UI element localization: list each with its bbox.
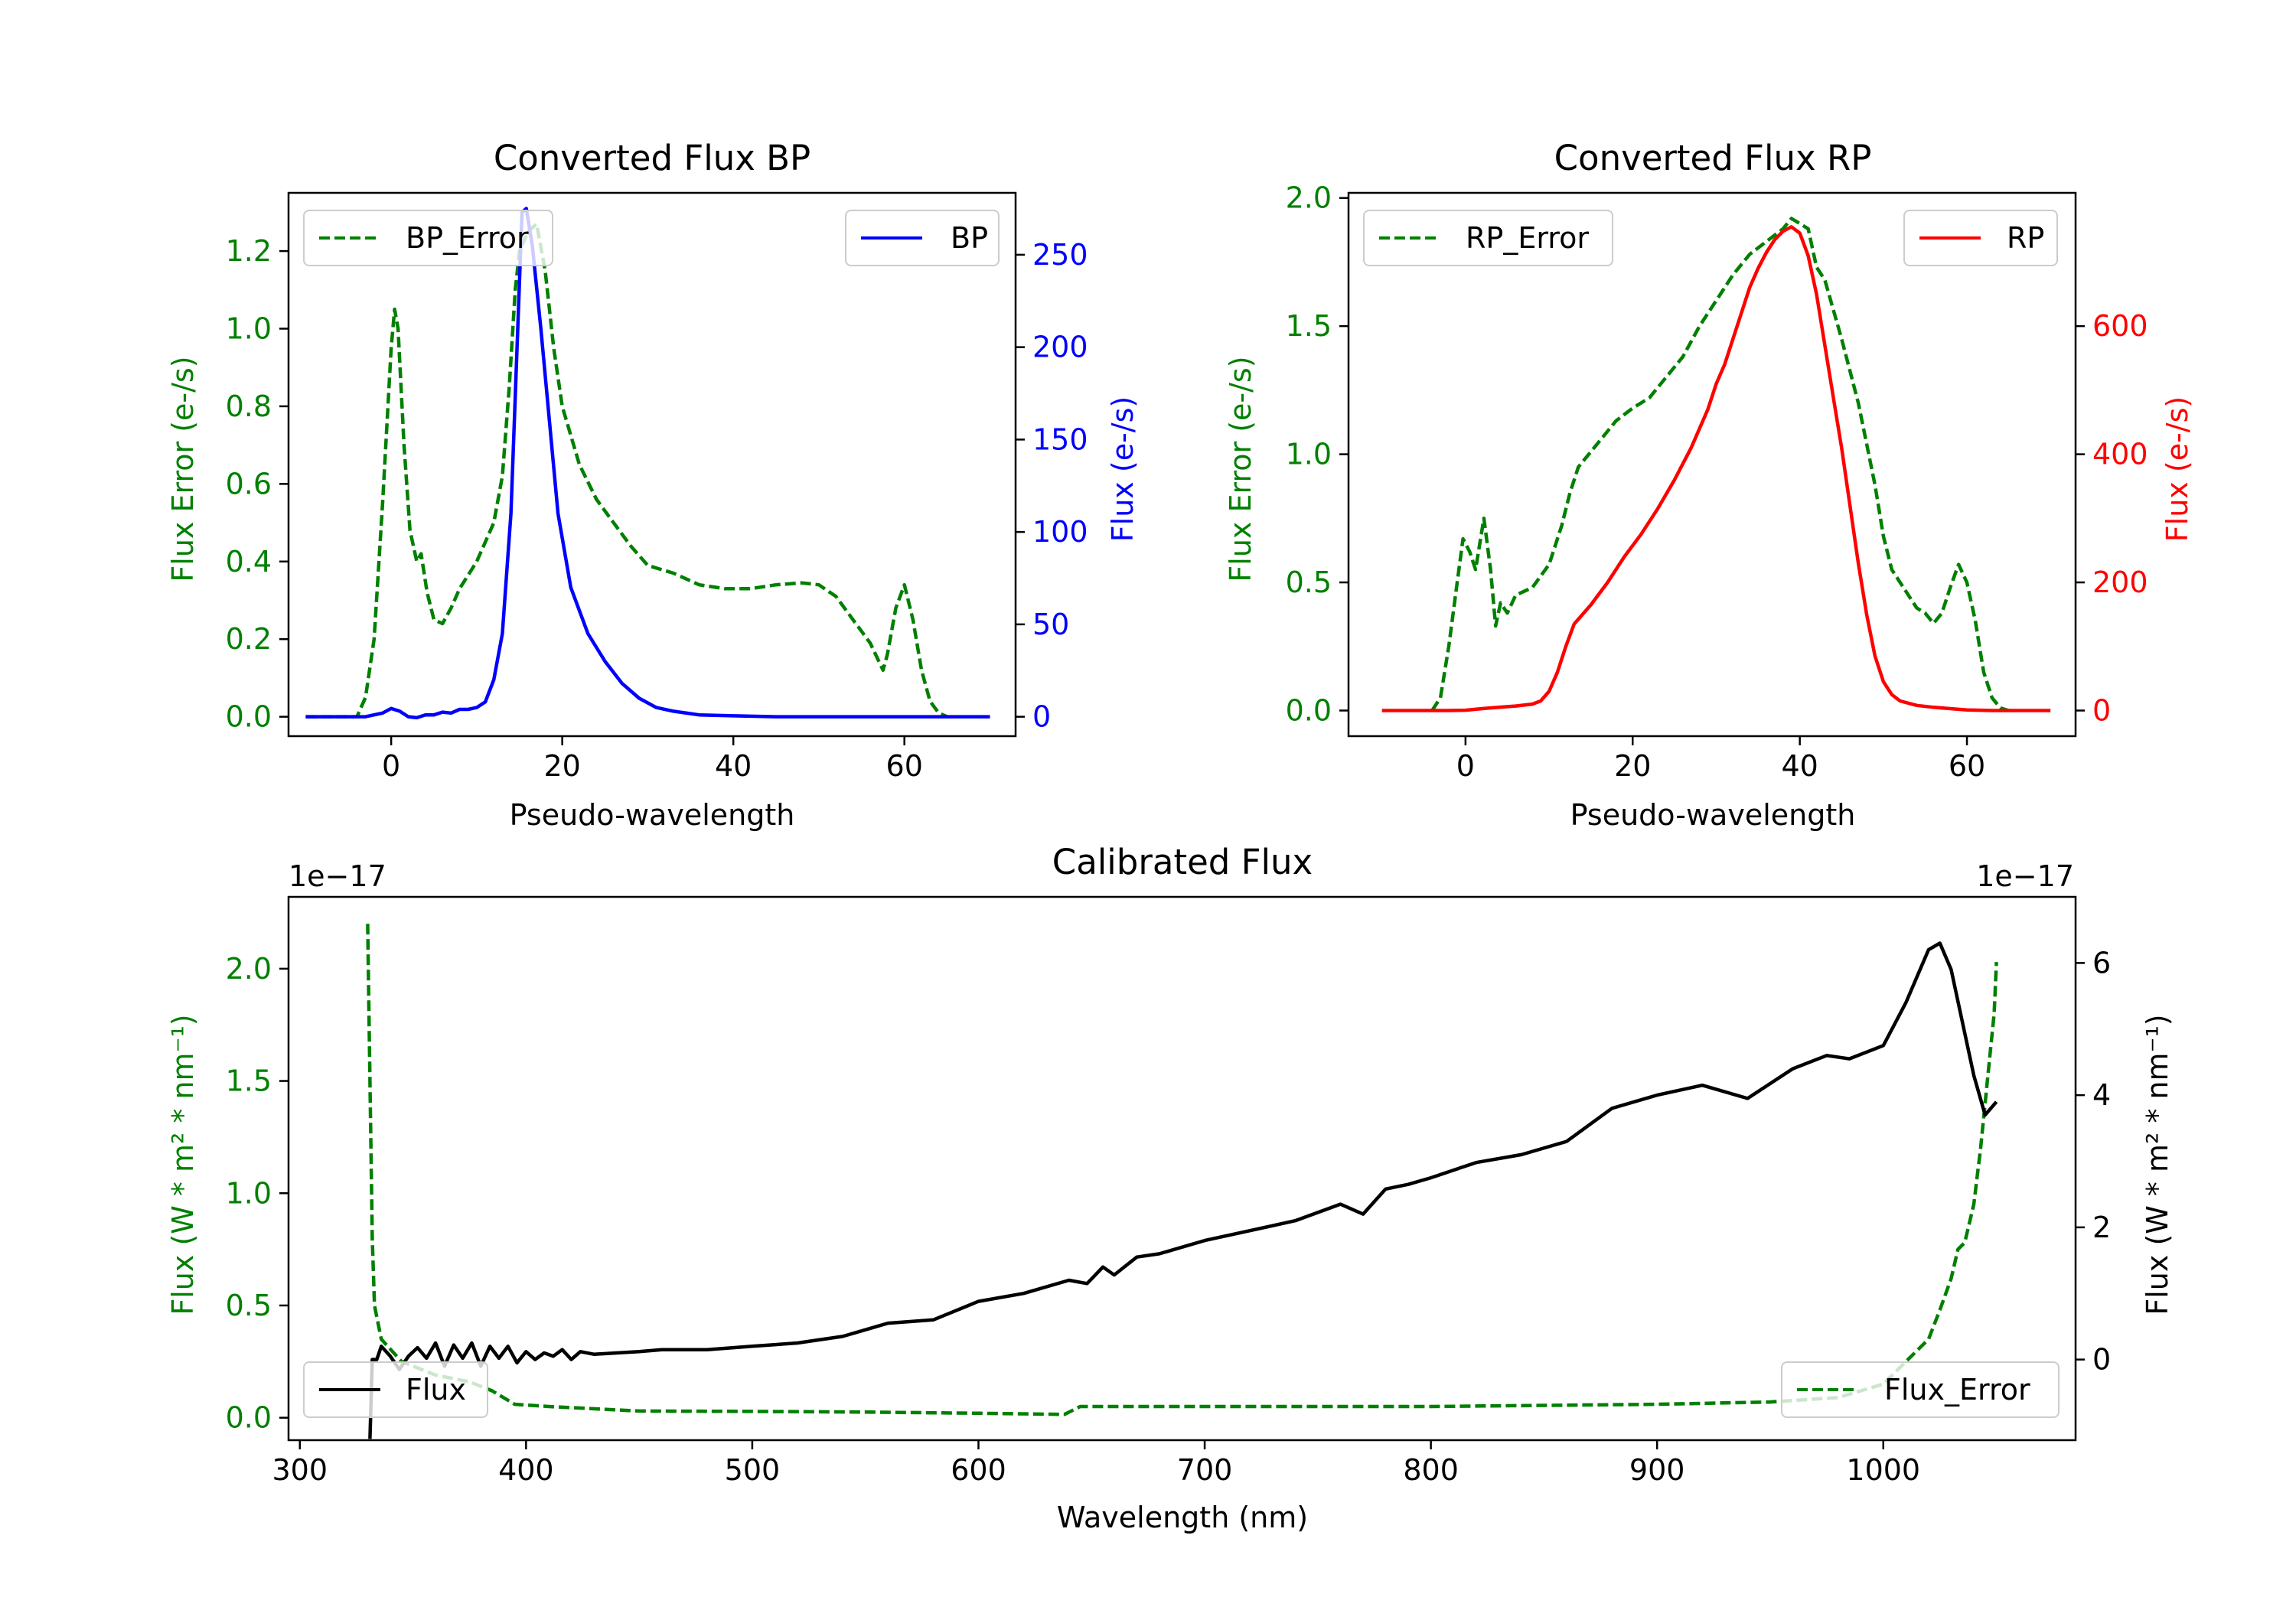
- legend-box: [1781, 1361, 2060, 1418]
- panel-calibrated: Calibrated Flux 300 400 500 600 700 800 900 100…: [166, 842, 2174, 1534]
- rp-series-rp-error-line: [1430, 217, 2010, 712]
- bp-ytick-left-label: 1.0: [226, 312, 272, 346]
- bp-ytick-right-label: 150: [1032, 422, 1088, 456]
- rp-ytick-right-label: 400: [2092, 438, 2148, 471]
- cal-ylabel-left: Flux (W * m² * nm⁻¹): [166, 1014, 200, 1315]
- bp-xtick-label: 60: [886, 749, 923, 783]
- bp-ytick-right-label: 100: [1032, 515, 1088, 549]
- bp-ytick-left-label: 1.2: [226, 234, 272, 268]
- legend-label: BP_Error: [406, 221, 529, 255]
- cal-xtick-label: 700: [1177, 1453, 1233, 1487]
- cal-legend-error: Flux_Error: [1781, 1361, 2060, 1418]
- bp-ytick-right-label: 250: [1032, 238, 1088, 272]
- rp-xlabel: Pseudo-wavelength: [1570, 798, 1856, 832]
- bp-legend-flux: BP: [845, 210, 1000, 266]
- rp-xtick-label: 0: [1456, 749, 1475, 783]
- panel-bp: Converted Flux BP 0 20 40 60 0.0 0.2 0.4 0.6 0.8…: [166, 138, 1140, 832]
- bp-xlabel: Pseudo-wavelength: [510, 798, 795, 832]
- legend-label: RP: [2007, 221, 2044, 255]
- bp-ytick-left-label: 0.8: [226, 390, 272, 423]
- rp-axes-frame: [1347, 191, 2077, 738]
- rp-ytick-left-label: 0.0: [1286, 694, 1332, 728]
- cal-title: Calibrated Flux: [1052, 842, 1313, 882]
- bp-ytick-left-label: 0.2: [226, 622, 272, 656]
- rp-plot: 0 20 40 60 0.0 0.5 1.0 1.5 2.0 0 200 400 600: [1286, 181, 2148, 783]
- bp-xtick-label: 20: [543, 749, 580, 783]
- rp-title: Converted Flux RP: [1554, 138, 1872, 178]
- rp-ytick-right-label: 0: [2092, 694, 2111, 728]
- rp-ylabel-left: Flux Error (e-/s): [1224, 356, 1257, 582]
- cal-ytick-left-label: 1.0: [226, 1176, 272, 1210]
- rp-legend-flux: RP: [1903, 210, 2058, 266]
- cal-xtick-label: 300: [272, 1453, 328, 1487]
- cal-xtick-label: 600: [951, 1453, 1006, 1487]
- rp-xtick-label: 60: [1949, 749, 1985, 783]
- bp-xtick-label: 40: [715, 749, 752, 783]
- cal-ytick-left-label: 0.0: [226, 1401, 272, 1435]
- cal-offset-right: 1e−17: [1976, 859, 2074, 893]
- cal-xtick-label: 900: [1629, 1453, 1685, 1487]
- cal-legend-flux: Flux: [303, 1361, 488, 1418]
- cal-offset-left: 1e−17: [289, 859, 386, 893]
- panel-rp: Converted Flux RP 0 20 40 60 0.0 0.5 1.0 1.5 2.0…: [1224, 138, 2194, 832]
- bp-title: Converted Flux BP: [494, 138, 810, 178]
- legend-label: BP: [951, 221, 988, 255]
- bp-ytick-right-label: 0: [1032, 700, 1051, 734]
- rp-ylabel-right: Flux (e-/s): [2161, 396, 2194, 542]
- rp-ytick-right-label: 200: [2092, 566, 2148, 599]
- cal-axes-frame: [287, 895, 2077, 1442]
- bp-ytick-left-label: 0.0: [226, 700, 272, 734]
- cal-xlabel: Wavelength (nm): [1057, 1501, 1308, 1534]
- cal-series-flux-line: [368, 941, 1998, 1439]
- bp-plot: 0 20 40 60 0.0 0.2 0.4 0.6 0.8 1.0 1.2 0 50 100 150 200…: [226, 191, 1088, 783]
- rp-ytick-right-label: 600: [2092, 309, 2148, 343]
- bp-xtick-label: 0: [382, 749, 400, 783]
- cal-ytick-right-label: 6: [2092, 946, 2111, 980]
- legend-box: [303, 210, 553, 266]
- cal-ytick-left-label: 2.0: [226, 952, 272, 986]
- rp-ytick-left-label: 1.5: [1286, 309, 1332, 343]
- rp-ytick-left-label: 1.0: [1286, 438, 1332, 471]
- bp-ytick-right-label: 50: [1032, 608, 1069, 641]
- cal-ytick-right-label: 2: [2092, 1211, 2111, 1244]
- cal-ytick-right-label: 4: [2092, 1078, 2111, 1112]
- bp-ytick-right-label: 200: [1032, 331, 1088, 364]
- cal-ytick-right-label: 0: [2092, 1343, 2111, 1377]
- rp-legend-error: RP_Error: [1363, 210, 1613, 266]
- bp-series-bp-error-line: [305, 222, 948, 719]
- cal-ytick-left-label: 1.5: [226, 1064, 272, 1098]
- bp-legend-error: BP_Error: [303, 210, 553, 266]
- legend-box: [303, 1361, 488, 1418]
- cal-ylabel-right: Flux (W * m² * nm⁻¹): [2141, 1014, 2174, 1315]
- cal-xtick-label: 400: [498, 1453, 554, 1487]
- rp-xtick-label: 20: [1614, 749, 1651, 783]
- bp-axes-frame: [287, 191, 1017, 738]
- legend-label: Flux: [406, 1373, 466, 1407]
- rp-xtick-label: 40: [1781, 749, 1818, 783]
- cal-plot: 300 400 500 600 700 800 900 1000 0.0 0.5 1.0 1.5 2.0…: [226, 895, 2111, 1487]
- rp-ytick-left-label: 2.0: [1286, 181, 1332, 215]
- bp-ytick-left-label: 0.6: [226, 467, 272, 500]
- cal-xtick-label: 800: [1403, 1453, 1459, 1487]
- bp-ylabel-right: Flux (e-/s): [1106, 396, 1140, 542]
- rp-series-rp-line: [1381, 225, 2051, 712]
- bp-ytick-left-label: 0.4: [226, 545, 272, 579]
- rp-ytick-left-label: 0.5: [1286, 566, 1332, 599]
- cal-xtick-label: 1000: [1846, 1453, 1920, 1487]
- legend-box: [1363, 210, 1613, 266]
- bp-ylabel-left: Flux Error (e-/s): [166, 356, 200, 582]
- cal-xtick-label: 500: [725, 1453, 781, 1487]
- legend-label: Flux_Error: [1884, 1373, 2030, 1407]
- legend-label: RP_Error: [1466, 221, 1589, 255]
- cal-ytick-left-label: 0.5: [226, 1289, 272, 1322]
